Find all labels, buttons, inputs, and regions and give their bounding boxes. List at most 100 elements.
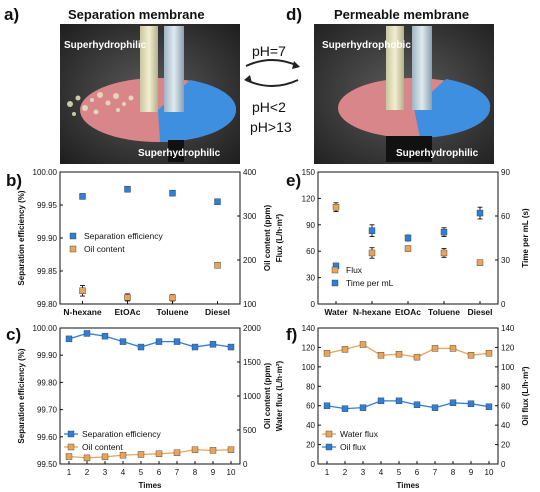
y2-tick-label: 20 bbox=[501, 441, 510, 450]
data-point-time-per-ml bbox=[476, 209, 484, 217]
y2-tick-label: 1500 bbox=[243, 358, 261, 367]
y-tick-label: 0 bbox=[311, 460, 316, 469]
series-line-oil-content bbox=[68, 449, 232, 459]
x-axis-title: Times bbox=[397, 481, 421, 490]
legend-marker bbox=[69, 232, 77, 240]
illustration-d-title: Permeable membrane bbox=[334, 7, 469, 22]
y-tick-label: 40 bbox=[306, 421, 315, 430]
y2-tick-label: 0 bbox=[501, 300, 506, 309]
data-point-oil-content bbox=[137, 451, 145, 458]
data-point-oil-flux bbox=[449, 399, 457, 406]
x-tick-label: 10 bbox=[485, 468, 494, 477]
y2-tick-label: 300 bbox=[243, 212, 257, 221]
data-point-oil-flux bbox=[467, 400, 475, 407]
x-tick-label: 8 bbox=[193, 468, 198, 477]
y-tick-label: 99.85 bbox=[37, 267, 58, 276]
scattered-droplets-a bbox=[67, 92, 134, 116]
y2-tick-label: 60 bbox=[501, 402, 510, 411]
y-tick-label: 99.70 bbox=[37, 406, 58, 415]
x-tick-label: 6 bbox=[157, 468, 162, 477]
y-tick-label: 150 bbox=[302, 168, 316, 177]
illustration-a-label-top: Superhydrophilic bbox=[64, 40, 147, 51]
y2-tick-label: 1000 bbox=[243, 392, 261, 401]
y2-tick-label: 80 bbox=[501, 382, 510, 391]
illustration-a: a) Separation membrane Superhydrophilic … bbox=[4, 5, 240, 164]
data-point-time-per-ml bbox=[440, 228, 448, 236]
data-point-oil-content bbox=[173, 449, 181, 456]
y-tick-label: 80 bbox=[306, 382, 315, 391]
data-point-oil-content bbox=[119, 451, 127, 459]
y-axis-title: Separation efficiency (%) bbox=[17, 348, 26, 443]
y2-tick-label: 2000 bbox=[243, 324, 261, 333]
data-point-oil-flux bbox=[485, 403, 493, 410]
chart-c: c) 99.50 99.60 99.70 99.80 99.90 100.00 0 500 100… bbox=[6, 324, 272, 490]
data-point-oil-flux bbox=[323, 402, 331, 409]
x-tick-label: 7 bbox=[433, 468, 438, 477]
data-point-water-flux bbox=[431, 345, 439, 352]
data-point-separation-efficiency bbox=[169, 189, 176, 197]
y2-axis-title: Time per mL (s) bbox=[521, 208, 530, 268]
y2-tick-label: 100 bbox=[243, 300, 257, 309]
data-point-separation-efficiency bbox=[65, 335, 73, 343]
x-category-label: Toluene bbox=[428, 307, 460, 317]
y2-tick-label: 90 bbox=[501, 168, 510, 177]
y2-axis-title: Oil content (ppm) bbox=[263, 205, 272, 272]
y2-tick-label: 0 bbox=[243, 460, 248, 469]
y-tick-label: 90 bbox=[306, 221, 315, 230]
data-point-water-flux bbox=[323, 350, 331, 357]
y-tick-label: 120 bbox=[302, 343, 316, 352]
data-point-water-flux bbox=[359, 341, 367, 348]
data-point-separation-efficiency bbox=[209, 341, 217, 348]
data-point-time-per-ml bbox=[368, 227, 376, 234]
water-column-d bbox=[412, 26, 432, 110]
data-point-separation-efficiency bbox=[227, 343, 235, 351]
x-tick-label: 9 bbox=[469, 468, 474, 477]
data-point-separation-efficiency bbox=[79, 193, 86, 200]
data-point-flux bbox=[332, 203, 340, 211]
data-point-oil-content bbox=[65, 453, 73, 460]
x-tick-label: 1 bbox=[67, 468, 72, 477]
y-tick-label: 100.00 bbox=[33, 324, 58, 333]
x-tick-label: 5 bbox=[139, 468, 144, 477]
x-tick-label: 2 bbox=[343, 468, 348, 477]
y2-tick-label: 400 bbox=[243, 168, 257, 177]
legend-label: Water flux bbox=[340, 429, 379, 439]
x-tick-label: 5 bbox=[397, 468, 402, 477]
data-point-oil-flux bbox=[341, 405, 349, 412]
data-point-separation-efficiency bbox=[137, 343, 145, 351]
y2-tick-label: 120 bbox=[501, 343, 515, 352]
data-point-water-flux bbox=[485, 350, 493, 357]
x-category-label: N-hexane bbox=[63, 307, 102, 317]
series-line-water-flux bbox=[326, 343, 490, 358]
data-point-water-flux bbox=[395, 351, 403, 358]
chart-f: f) 0 20 40 60 80 100 120 140 0 20 40 60 80 100 120 140 Wa… bbox=[275, 324, 530, 490]
x-category-label: EtOAc bbox=[395, 307, 421, 317]
panel-letter-d: d) bbox=[286, 5, 302, 24]
illustration-d: d) Permeable membrane Superhydrophobic S… bbox=[286, 5, 494, 164]
arrow-forward bbox=[245, 59, 299, 67]
x-tick-label: 4 bbox=[121, 468, 126, 477]
data-point-oil-content bbox=[124, 294, 131, 301]
data-point-oil-content bbox=[191, 446, 199, 453]
legend-marker bbox=[67, 430, 75, 438]
panel-letter-a: a) bbox=[4, 5, 19, 24]
illustration-a-label-bottom: Superhydrophilic bbox=[138, 148, 221, 159]
data-point-oil-flux bbox=[359, 404, 367, 411]
data-point-time-per-ml bbox=[404, 234, 412, 242]
ph-switch: pH=7 pH<2 pH>13 bbox=[244, 43, 300, 135]
y2-tick-label: 500 bbox=[243, 426, 257, 435]
x-category-label: Diesel bbox=[205, 307, 230, 317]
data-point-flux bbox=[404, 245, 412, 252]
y2-tick-label: 140 bbox=[501, 324, 515, 333]
data-point-oil-content bbox=[101, 453, 109, 461]
membrane-disc-a-blue bbox=[158, 110, 237, 142]
chart-b: b) 99.80 99.85 99.90 99.95 100.00 100 200 300 400… bbox=[6, 168, 272, 317]
panel-letter: b) bbox=[6, 171, 22, 190]
y-tick-label: 99.60 bbox=[37, 433, 58, 442]
data-point-separation-efficiency bbox=[173, 338, 181, 345]
y2-axis-title: Oil content (ppm) bbox=[263, 363, 272, 430]
legend-label: Time per mL bbox=[346, 278, 394, 288]
y-axis-title: Flux (L/h·m²) bbox=[275, 213, 284, 262]
condition-reverse-2: pH>13 bbox=[250, 119, 292, 135]
data-point-flux bbox=[476, 259, 484, 266]
